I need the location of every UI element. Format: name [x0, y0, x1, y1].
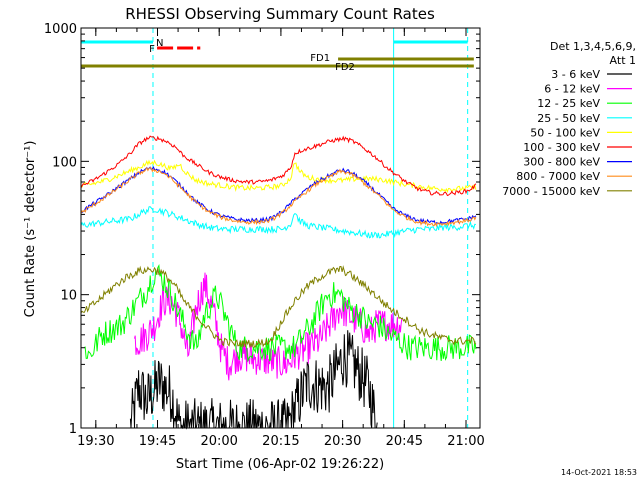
x-tick-label-6: 21:00: [447, 434, 484, 449]
series-line-2: [84, 264, 477, 363]
legend-label-6: 300 - 800 keV: [523, 156, 600, 169]
legend-label-2: 12 - 25 keV: [537, 97, 600, 110]
night-bar-label-0: N: [156, 38, 163, 49]
x-tick-label-4: 20:30: [324, 434, 361, 449]
legend-label-8: 7000 - 15000 keV: [502, 185, 600, 198]
x-tick-label-0: 19:30: [77, 434, 114, 449]
legend-header-line-1: Det 1,3,4,5,6,9,: [550, 40, 636, 53]
chart-title: RHESSI Observing Summary Count Rates: [125, 5, 435, 23]
y-axis-label-group: Count Rate (s⁻¹ detector⁻¹): [23, 141, 38, 318]
x-axis-label: Start Time (06-Apr-02 19:26:22): [176, 457, 384, 472]
saa-bar-label-0: FD1: [310, 53, 330, 64]
legend-label-1: 6 - 12 keV: [544, 83, 600, 96]
legend-label-3: 25 - 50 keV: [537, 112, 600, 125]
x-tick-label-1: 19:45: [139, 434, 176, 449]
series-line-8: [80, 265, 477, 348]
y-tick-label-1: 10: [60, 289, 77, 304]
plot-area: NF FD1 FD2: [80, 28, 477, 430]
x-tick-label-2: 20:00: [200, 434, 237, 449]
series-line-5: [80, 135, 477, 197]
series-line-3: [80, 206, 476, 239]
axes: 1 10 100 1000 19:30 19:45 20:00 20:15 20:30 20:45…: [44, 22, 485, 449]
flare-bar-label-0: F: [149, 44, 155, 55]
series-line-7: [80, 166, 477, 228]
legend-label-7: 800 - 7000 keV: [516, 170, 600, 183]
y-tick-label-0: 1: [69, 422, 77, 437]
legend-label-5: 100 - 300 keV: [523, 141, 600, 154]
y-tick-label-3: 1000: [44, 22, 77, 37]
saa-bar-label-1: FD2: [335, 62, 355, 73]
legend-header-line-2: Att 1: [610, 54, 636, 67]
y-axis-label: Count Rate (s⁻¹ detector⁻¹): [23, 141, 38, 318]
x-tick-label-5: 20:45: [386, 434, 423, 449]
x-tick-label-3: 20:15: [262, 434, 299, 449]
footer-timestamp: 14-Oct-2021 18:53: [561, 468, 637, 477]
legend-label-4: 50 - 100 keV: [530, 126, 600, 139]
legend-label-0: 3 - 6 keV: [551, 68, 600, 81]
y-tick-label-2: 100: [52, 155, 77, 170]
